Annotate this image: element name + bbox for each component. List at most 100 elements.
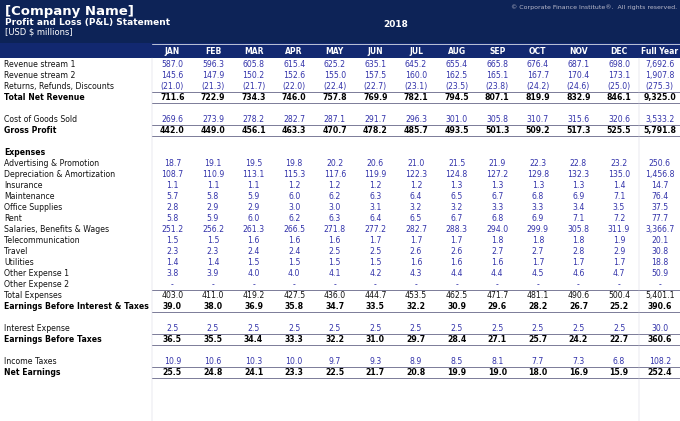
Text: 269.6: 269.6 [161,115,184,124]
Text: 5,791.8: 5,791.8 [643,126,676,135]
Text: 36.9: 36.9 [244,302,263,311]
Text: 10.3: 10.3 [245,357,262,366]
Text: Advertising & Promotion: Advertising & Promotion [4,159,99,168]
Text: 490.6: 490.6 [567,291,590,300]
Text: SEP: SEP [489,46,505,56]
Text: 711.6: 711.6 [160,93,184,102]
Text: 2.7: 2.7 [532,247,544,256]
Text: 2.5: 2.5 [573,324,585,333]
Text: 22.8: 22.8 [570,159,587,168]
Text: 1.1: 1.1 [248,181,260,190]
Text: 6.2: 6.2 [328,192,341,201]
Text: 1.8: 1.8 [573,236,585,245]
Text: 6.8: 6.8 [491,214,503,223]
Bar [0,290,680,301]
Text: 1.8: 1.8 [532,236,544,245]
Text: 390.6: 390.6 [647,302,672,311]
Text: 127.2: 127.2 [486,170,508,179]
Text: 10.0: 10.0 [286,357,303,366]
Text: 1.2: 1.2 [328,181,341,190]
Text: 7,692.6: 7,692.6 [645,60,675,69]
Text: 403.0: 403.0 [161,291,184,300]
Text: Office Supplies: Office Supplies [4,203,63,212]
Text: 525.5: 525.5 [607,126,631,135]
Text: 2.5: 2.5 [328,247,341,256]
Text: 4.0: 4.0 [288,269,301,278]
Text: 4.6: 4.6 [573,269,585,278]
Text: 34.4: 34.4 [244,335,263,344]
Text: 6.0: 6.0 [288,192,301,201]
Text: Revenue stream 1: Revenue stream 1 [4,60,75,69]
Text: 645.2: 645.2 [405,60,427,69]
Text: 2.5: 2.5 [328,324,341,333]
Text: 115.3: 115.3 [283,170,305,179]
Text: 794.5: 794.5 [444,93,469,102]
Bar [0,59,680,70]
Text: Utilities: Utilities [4,258,34,267]
Text: 124.8: 124.8 [445,170,468,179]
Text: OCT: OCT [529,46,547,56]
Text: 456.1: 456.1 [241,126,266,135]
Text: 3.1: 3.1 [369,203,381,212]
Text: 251.2: 251.2 [161,225,184,234]
Text: 442.0: 442.0 [160,126,185,135]
Bar [0,147,680,158]
Text: Other Expense 1: Other Expense 1 [4,269,69,278]
Text: 7.3: 7.3 [573,357,585,366]
Text: 7.2: 7.2 [613,214,625,223]
Text: 22.7: 22.7 [609,335,628,344]
Bar [0,70,680,81]
Bar [0,0,680,58]
Text: 509.2: 509.2 [526,126,550,135]
Bar [0,345,680,356]
Text: 2.5: 2.5 [450,324,463,333]
Text: 3,533.2: 3,533.2 [645,115,675,124]
Text: -: - [252,280,255,289]
Text: [USD $ millions]: [USD $ millions] [5,28,73,37]
Text: 3.2: 3.2 [450,203,463,212]
Text: 485.7: 485.7 [404,126,428,135]
Text: 170.4: 170.4 [567,71,590,80]
Text: (22.7): (22.7) [364,82,387,91]
Text: 132.3: 132.3 [567,170,590,179]
Text: 1.7: 1.7 [613,258,626,267]
Text: Total Net Revenue: Total Net Revenue [4,93,85,102]
Text: 35.5: 35.5 [203,335,222,344]
Text: 1.1: 1.1 [166,181,179,190]
Text: 1,456.8: 1,456.8 [645,170,675,179]
Text: 1.4: 1.4 [207,258,219,267]
Text: 1.9: 1.9 [613,236,626,245]
Bar [0,114,680,125]
Text: 4.5: 4.5 [532,269,544,278]
Bar [0,103,680,114]
Text: 2.5: 2.5 [491,324,503,333]
Text: 2.9: 2.9 [207,203,219,212]
Text: Returns, Refunds, Discounts: Returns, Refunds, Discounts [4,82,114,91]
Text: 846.1: 846.1 [607,93,632,102]
Text: 615.4: 615.4 [283,60,305,69]
Text: 4.4: 4.4 [491,269,503,278]
Text: 587.0: 587.0 [161,60,184,69]
Text: 493.5: 493.5 [444,126,469,135]
Text: 470.7: 470.7 [322,126,347,135]
Text: JUN: JUN [368,46,384,56]
Text: 1.6: 1.6 [328,236,341,245]
Text: 50.9: 50.9 [651,269,668,278]
Text: 5.7: 5.7 [166,192,178,201]
Bar [0,323,680,334]
Text: Salaries, Benefits & Wages: Salaries, Benefits & Wages [4,225,109,234]
Text: 160.0: 160.0 [405,71,427,80]
Text: 605.8: 605.8 [243,60,265,69]
Text: 9,325.0: 9,325.0 [643,93,676,102]
Text: 25.5: 25.5 [163,368,182,377]
Text: -: - [211,280,214,289]
Text: 150.2: 150.2 [243,71,265,80]
Text: Gross Profit: Gross Profit [4,126,56,135]
Text: (21.7): (21.7) [242,82,265,91]
Text: 6.8: 6.8 [613,357,625,366]
Text: -: - [455,280,458,289]
Text: 4.1: 4.1 [328,269,341,278]
Text: 4.7: 4.7 [613,269,626,278]
Text: 20.1: 20.1 [651,236,668,245]
Text: 2.5: 2.5 [410,324,422,333]
